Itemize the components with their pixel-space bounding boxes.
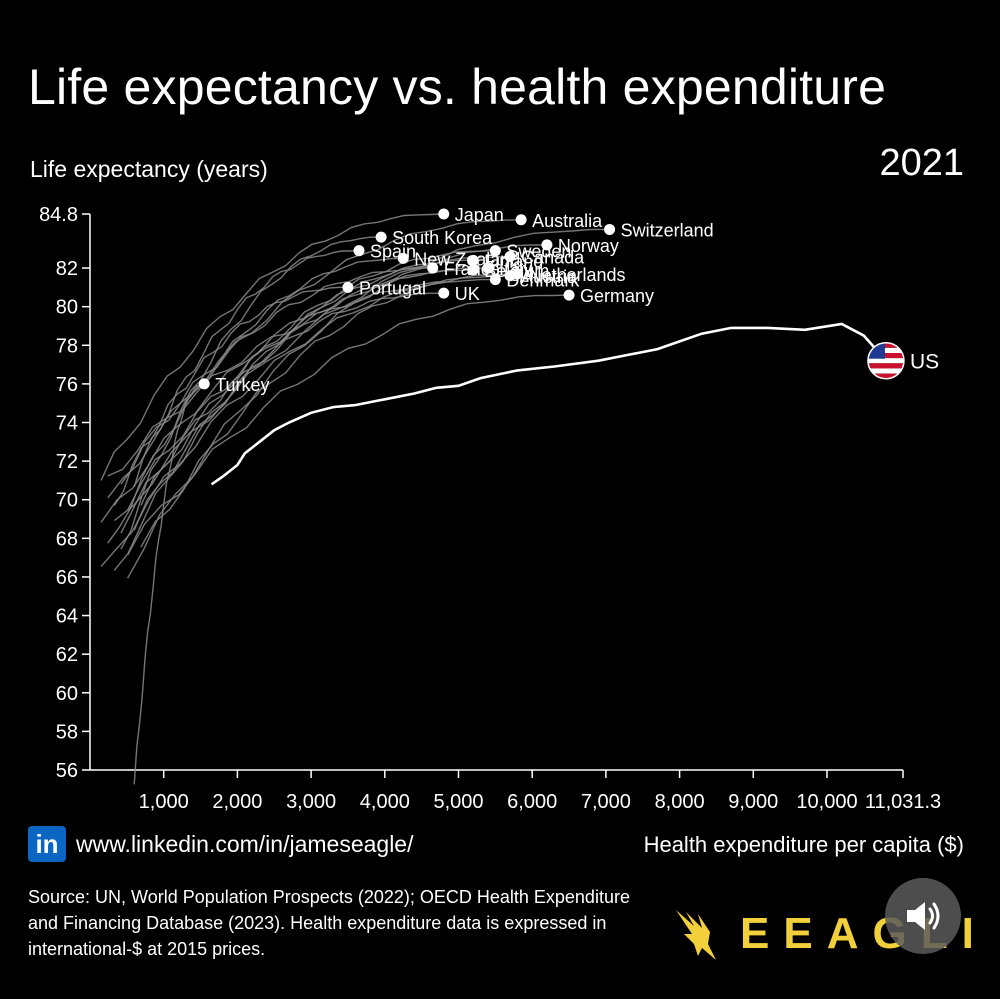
y-tick-label: 80 [56, 297, 78, 319]
us-flag-icon [867, 341, 905, 380]
country-label: Canada [521, 247, 585, 267]
country-label: New Zealand [414, 249, 520, 269]
y-tick-label: 72 [56, 451, 78, 473]
country-point-germany [563, 289, 575, 301]
year-label: 2021 [879, 142, 964, 184]
speaker-icon [907, 902, 940, 930]
country-line-portugal [113, 286, 348, 506]
country-point-italy [482, 262, 494, 274]
country-label: Turkey [215, 375, 269, 395]
x-tick-label: 5,000 [433, 791, 483, 813]
y-tick-label: 62 [56, 644, 78, 666]
y-tick-label: 64 [56, 606, 78, 628]
y-tick-label: 78 [56, 335, 78, 357]
x-tick-label: 4,000 [360, 791, 410, 813]
linkedin-icon: in [28, 826, 66, 862]
country-label: Portugal [359, 278, 426, 298]
y-axis-label: Life expectancy (years) [30, 156, 268, 182]
country-line-australia [107, 219, 522, 499]
x-tick-label: 9,000 [728, 791, 778, 813]
country-point-japan [438, 208, 450, 220]
country-point-new-zealand [397, 252, 409, 264]
country-point-sweden [489, 245, 501, 257]
country-point-austria [504, 270, 516, 282]
country-label: Netherlands [528, 265, 625, 285]
x-tick-label: 1,000 [139, 791, 189, 813]
country-point-finland [467, 254, 479, 266]
country-line-new-zealand [107, 257, 404, 544]
country-point-switzerland [604, 223, 616, 235]
y-tick-label: 84.8 [39, 204, 78, 226]
country-point-norway [541, 239, 553, 251]
x-tick-label: 8,000 [655, 791, 705, 813]
country-point-south-korea [375, 231, 387, 243]
country-point-denmark [489, 274, 501, 286]
country-label: Switzerland [621, 220, 714, 240]
x-tick-label: 3,000 [286, 791, 336, 813]
y-tick-label: 58 [56, 721, 78, 743]
x-tick-label: 6,000 [507, 791, 557, 813]
x-axis-label: Health expenditure per capita ($) [643, 832, 964, 857]
country-line-switzerland [113, 228, 610, 522]
country-point-uk [438, 287, 450, 299]
x-tick-label: 7,000 [581, 791, 631, 813]
us-series-line [210, 322, 887, 486]
y-tick-label: 70 [56, 490, 78, 512]
country-line-belgium [133, 269, 474, 531]
y-tick-label: 82 [56, 258, 78, 280]
us-label: US [910, 351, 939, 374]
country-label: Germany [580, 286, 654, 306]
y-tick-label: 68 [56, 528, 78, 550]
linkedin-link[interactable]: in www.linkedin.com/in/jameseagle/ [28, 826, 414, 862]
country-line-south-korea [120, 236, 382, 550]
country-label: Sweden [506, 242, 571, 262]
country-line-japan [100, 213, 444, 481]
country-label: Finland [484, 251, 543, 271]
country-line-denmark [107, 278, 496, 477]
y-tick-label: 74 [56, 413, 78, 435]
x-tick-label: 2,000 [212, 791, 262, 813]
country-point-spain [353, 245, 365, 257]
country-line-spain [133, 250, 360, 488]
country-point-france [427, 262, 439, 274]
y-tick-label: 76 [56, 374, 78, 396]
x-tick-label: 11,031.3 [865, 791, 941, 813]
eagle-icon [676, 910, 716, 960]
y-tick-label: 66 [56, 567, 78, 589]
country-label: Norway [558, 236, 619, 256]
country-label: Spain [370, 242, 416, 262]
y-tick-label: 60 [56, 683, 78, 705]
y-tick-label: 56 [56, 760, 78, 782]
country-label: Japan [455, 205, 504, 225]
country-label: UK [455, 284, 480, 304]
country-line-turkey [133, 383, 205, 785]
source-note: Source: UN, World Population Prospects (… [28, 887, 630, 959]
sound-button[interactable] [885, 878, 961, 954]
country-label: Australia [532, 211, 603, 231]
country-point-turkey [198, 378, 210, 390]
country-point-belgium [467, 264, 479, 276]
linkedin-url[interactable]: www.linkedin.com/in/jameseagle/ [76, 830, 414, 857]
country-line-germany [126, 294, 570, 556]
country-point-australia [515, 214, 527, 226]
country-point-canada [504, 250, 516, 262]
country-point-portugal [342, 281, 354, 293]
chart-title: Life expectancy vs. health expenditure [28, 59, 887, 115]
country-label: Austria [521, 267, 578, 287]
x-tick-label: 10,000 [796, 791, 857, 813]
country-line-uk [120, 292, 444, 534]
country-label: South Korea [392, 228, 493, 248]
country-label: Denmark [506, 271, 580, 291]
